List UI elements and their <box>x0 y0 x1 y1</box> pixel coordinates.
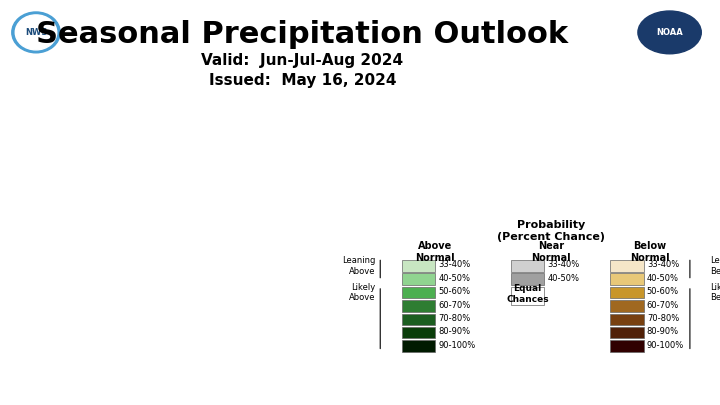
Text: Near
Normal: Near Normal <box>531 241 571 263</box>
Text: Above
Normal: Above Normal <box>415 241 455 263</box>
FancyBboxPatch shape <box>402 300 435 312</box>
Text: Likely
Above: Likely Above <box>348 283 375 302</box>
Text: 33-40%: 33-40% <box>647 260 679 269</box>
Text: Probability
(Percent Chance): Probability (Percent Chance) <box>497 220 605 242</box>
FancyBboxPatch shape <box>402 340 435 352</box>
Text: 40-50%: 40-50% <box>438 274 470 283</box>
Text: 60-70%: 60-70% <box>647 301 679 309</box>
Text: 60-70%: 60-70% <box>438 301 470 309</box>
Circle shape <box>12 12 60 53</box>
FancyBboxPatch shape <box>611 287 644 298</box>
Text: 33-40%: 33-40% <box>547 260 580 269</box>
Text: Seasonal Precipitation Outlook: Seasonal Precipitation Outlook <box>36 20 569 49</box>
Circle shape <box>15 15 57 50</box>
Text: NWS: NWS <box>25 28 47 37</box>
Text: Equal
Chances: Equal Chances <box>506 284 549 304</box>
FancyBboxPatch shape <box>511 287 544 305</box>
FancyBboxPatch shape <box>611 260 644 272</box>
FancyBboxPatch shape <box>611 327 644 339</box>
Text: 80-90%: 80-90% <box>438 327 470 336</box>
FancyBboxPatch shape <box>402 313 435 325</box>
Text: 50-60%: 50-60% <box>647 287 679 296</box>
Text: 80-90%: 80-90% <box>647 327 679 336</box>
Text: 70-80%: 70-80% <box>438 314 470 323</box>
Text: Leaning
Below: Leaning Below <box>710 256 720 275</box>
Text: 70-80%: 70-80% <box>647 314 679 323</box>
Text: Valid:  Jun-Jul-Aug 2024: Valid: Jun-Jul-Aug 2024 <box>202 53 403 68</box>
FancyBboxPatch shape <box>611 313 644 325</box>
FancyBboxPatch shape <box>402 273 435 285</box>
FancyBboxPatch shape <box>402 260 435 272</box>
FancyBboxPatch shape <box>611 340 644 352</box>
Text: 50-60%: 50-60% <box>438 287 470 296</box>
FancyBboxPatch shape <box>511 260 544 272</box>
FancyBboxPatch shape <box>611 300 644 312</box>
Circle shape <box>638 11 701 54</box>
Text: 40-50%: 40-50% <box>547 274 580 283</box>
Text: 33-40%: 33-40% <box>438 260 470 269</box>
FancyBboxPatch shape <box>611 273 644 285</box>
Text: NOAA: NOAA <box>656 28 683 37</box>
Text: Below
Normal: Below Normal <box>630 241 670 263</box>
Text: 40-50%: 40-50% <box>647 274 679 283</box>
Text: 90-100%: 90-100% <box>438 341 475 350</box>
Text: Likely
Below: Likely Below <box>710 283 720 302</box>
FancyBboxPatch shape <box>511 273 544 285</box>
Text: Leaning
Above: Leaning Above <box>342 256 375 275</box>
FancyBboxPatch shape <box>402 327 435 339</box>
FancyBboxPatch shape <box>402 287 435 298</box>
Text: 90-100%: 90-100% <box>647 341 684 350</box>
Text: Issued:  May 16, 2024: Issued: May 16, 2024 <box>209 73 396 88</box>
